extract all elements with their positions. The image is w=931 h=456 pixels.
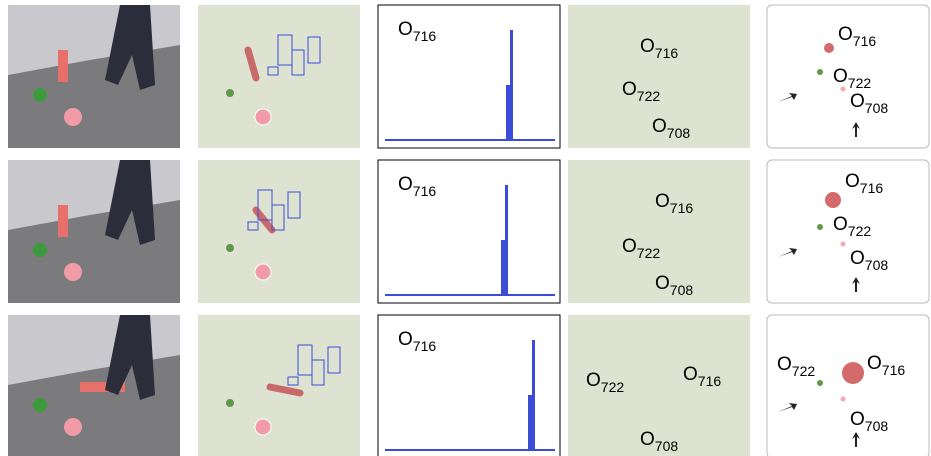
label-letter: O xyxy=(845,171,860,192)
segment-object xyxy=(226,399,234,407)
segmentation-panel xyxy=(198,5,360,148)
label-index: 716 xyxy=(655,45,679,61)
photo-ball xyxy=(33,88,47,102)
photo-ball xyxy=(64,263,82,281)
label-letter: O xyxy=(640,429,655,450)
label-index: 722 xyxy=(637,245,661,261)
label-index: 716 xyxy=(670,200,694,216)
label-index: 716 xyxy=(882,362,906,378)
label-index: 708 xyxy=(655,438,679,454)
figure: O716O716O722O708O716O722O708O716O716O722… xyxy=(0,0,931,456)
label-index: 716 xyxy=(413,28,437,44)
label-index: 708 xyxy=(865,100,889,116)
label-letter: O xyxy=(640,36,655,57)
map-panel xyxy=(767,315,929,456)
segment-object xyxy=(255,419,271,435)
segment-object xyxy=(226,244,234,252)
label-index: 708 xyxy=(865,418,889,434)
label-letter: O xyxy=(867,353,882,374)
label-index: 716 xyxy=(860,180,884,196)
map-object xyxy=(825,192,841,208)
photo-ball xyxy=(64,418,82,436)
histogram-spike xyxy=(506,85,510,140)
histogram-spike xyxy=(505,185,508,295)
label-letter: O xyxy=(833,214,848,235)
label-index: 722 xyxy=(848,75,872,91)
label-letter: O xyxy=(398,174,413,195)
label-index: 716 xyxy=(413,338,437,354)
segmentation-panel xyxy=(198,160,360,303)
map-object xyxy=(824,43,834,53)
label-index: 708 xyxy=(667,125,691,141)
label-index: 722 xyxy=(601,379,625,395)
segment-object xyxy=(226,89,234,97)
histogram-spike xyxy=(510,30,513,140)
label-letter: O xyxy=(652,116,667,137)
label-letter: O xyxy=(398,19,413,40)
label-index: 716 xyxy=(853,33,877,49)
label-letter: O xyxy=(850,409,865,430)
label-index: 722 xyxy=(792,363,816,379)
photo-block xyxy=(58,50,68,82)
map-object xyxy=(841,242,846,247)
map-object xyxy=(841,397,846,402)
map-object xyxy=(842,362,864,384)
label-index: 722 xyxy=(637,88,661,104)
photo-ball xyxy=(64,108,82,126)
label-letter: O xyxy=(398,329,413,350)
photo-ball xyxy=(33,243,47,257)
histogram-spike xyxy=(528,395,532,450)
segment-object xyxy=(255,109,271,125)
map-object xyxy=(817,69,823,75)
label-letter: O xyxy=(586,370,601,391)
label-letter: O xyxy=(833,66,848,87)
histogram-spike xyxy=(532,340,535,450)
label-letter: O xyxy=(655,191,670,212)
label-letter: O xyxy=(777,354,792,375)
map-object xyxy=(817,380,823,386)
map-object xyxy=(817,224,823,230)
segment-object xyxy=(255,264,271,280)
label-letter: O xyxy=(850,248,865,269)
label-index: 708 xyxy=(865,257,889,273)
map-object xyxy=(841,87,846,92)
label-letter: O xyxy=(838,24,853,45)
label-letter: O xyxy=(622,236,637,257)
label-index: 716 xyxy=(698,373,722,389)
photo-ball xyxy=(33,398,47,412)
label-letter: O xyxy=(850,91,865,112)
photo-block xyxy=(58,205,68,237)
label-index: 708 xyxy=(670,282,694,298)
histogram-spike xyxy=(501,240,505,295)
label-letter: O xyxy=(622,79,637,100)
label-letter: O xyxy=(655,273,670,294)
label-letter: O xyxy=(683,364,698,385)
label-index: 716 xyxy=(413,183,437,199)
label-index: 722 xyxy=(848,223,872,239)
